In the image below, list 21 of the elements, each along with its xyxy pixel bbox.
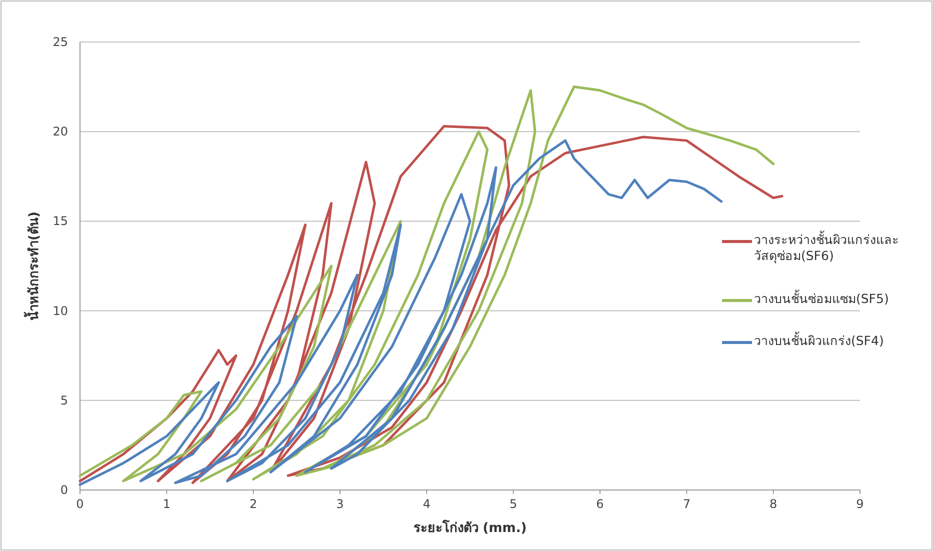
y-axis-title: น้ำหนักกระทำ(ตัน): [23, 212, 42, 320]
x-tick-label: 7: [682, 497, 690, 511]
x-tick-label: 9: [856, 497, 864, 511]
x-tick-label: 3: [336, 497, 344, 511]
x-tick-label: 0: [76, 497, 84, 511]
y-tick-label: 15: [52, 214, 68, 228]
legend-label: วางบนชั้นผิวแกร่ง(SF4): [754, 332, 884, 349]
y-tick-label: 0: [60, 483, 68, 497]
legend-label: วางบนชั้นซ่อมแซม(SF5): [754, 290, 889, 307]
x-tick-label: 2: [250, 497, 258, 511]
x-tick-label: 1: [162, 497, 170, 511]
y-tick-label: 5: [60, 393, 68, 408]
y-tick-label: 10: [52, 304, 68, 318]
x-tick-label: 4: [422, 497, 430, 511]
y-tick-label: 25: [52, 35, 68, 49]
x-axis-title: ระยะโก่งตัว (mm.): [413, 519, 527, 536]
x-tick-label: 6: [596, 497, 604, 511]
legend-label: วางระหว่างชั้นผิวแกร่งและวัสดุซ่อม(SF6): [754, 232, 900, 264]
x-tick-label: 8: [770, 497, 778, 511]
y-tick-label: 20: [52, 124, 68, 139]
x-tick-label: 5: [510, 497, 518, 511]
